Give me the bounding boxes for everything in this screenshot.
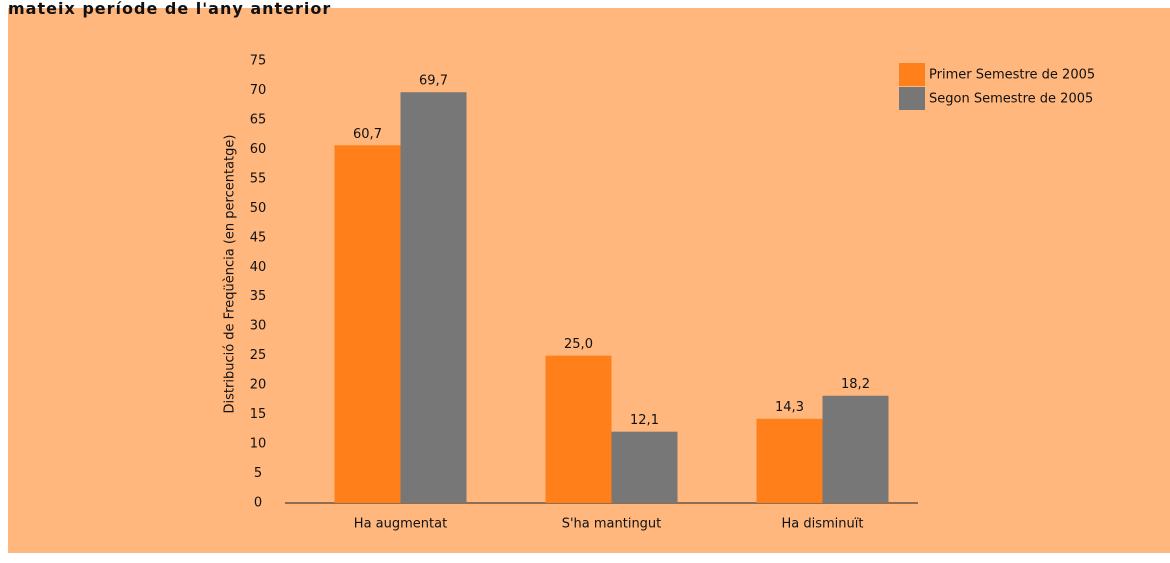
y-tick-label: 10	[250, 437, 267, 452]
bar	[822, 395, 889, 503]
x-tick-label: Ha disminuït	[782, 517, 864, 532]
y-tick-label: 15	[250, 407, 267, 422]
y-tick-label: 30	[250, 319, 267, 334]
chart-title: mateix període de l'any anterior	[8, 0, 331, 18]
bar	[545, 355, 612, 503]
data-label: 18,2	[841, 377, 870, 392]
y-tick-label: 45	[250, 230, 267, 245]
y-tick-label: 20	[250, 378, 267, 393]
bar	[611, 431, 678, 503]
y-tick-label: 5	[254, 466, 262, 481]
bar	[334, 145, 401, 504]
legend-swatch	[899, 63, 925, 86]
legend-label: Segon Semestre de 2005	[929, 92, 1093, 107]
legend-swatch	[899, 87, 925, 110]
data-label: 25,0	[564, 337, 593, 352]
legend-label: Primer Semestre de 2005	[929, 68, 1095, 83]
y-tick-label: 70	[250, 83, 267, 98]
y-tick-label: 35	[250, 289, 267, 304]
bar	[756, 418, 823, 503]
y-tick-label: 0	[254, 496, 262, 511]
data-label: 60,7	[353, 127, 382, 142]
data-label: 12,1	[630, 413, 659, 428]
y-tick-label: 55	[250, 171, 267, 186]
y-tick-label: 25	[250, 348, 267, 363]
y-tick-label: 40	[250, 260, 267, 275]
y-axis-label: Distribució de Freqüència (en percentatg…	[223, 135, 238, 414]
y-tick-label: 65	[250, 112, 267, 127]
y-tick-label: 50	[250, 201, 267, 216]
x-tick-label: S'ha mantingut	[562, 517, 662, 532]
y-tick-label: 75	[250, 54, 267, 69]
y-tick-label: 60	[250, 142, 267, 157]
data-label: 69,7	[419, 74, 448, 89]
bar	[400, 92, 467, 503]
data-label: 14,3	[775, 400, 804, 415]
x-tick-label: Ha augmentat	[354, 517, 447, 532]
